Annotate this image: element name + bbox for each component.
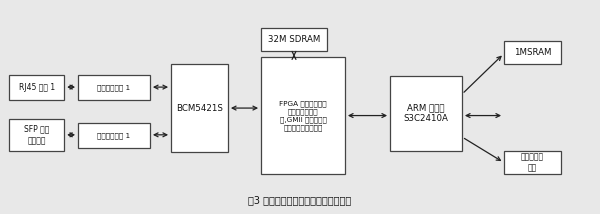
Text: 收发信号电路 1: 收发信号电路 1	[97, 132, 131, 139]
Text: BCM5421S: BCM5421S	[176, 104, 223, 113]
Text: RJ45 端口 1: RJ45 端口 1	[19, 83, 55, 92]
Bar	[9, 75, 64, 100]
Bar	[504, 41, 561, 64]
Text: FPGA 设计部分以太
网底层成帧、解
帧,GMII 寄存器等大
部分控制和测试设计: FPGA 设计部分以太 网底层成帧、解 帧,GMII 寄存器等大 部分控制和测试…	[279, 100, 327, 131]
Bar	[504, 151, 561, 174]
Bar	[78, 123, 150, 148]
Text: 电源和复位
电路: 电源和复位 电路	[521, 153, 544, 173]
Bar	[78, 75, 150, 100]
Text: ARM 处理器
S3C2410A: ARM 处理器 S3C2410A	[404, 103, 448, 123]
Text: 图3 千兆以太网分析技术实现电路框图: 图3 千兆以太网分析技术实现电路框图	[248, 195, 352, 205]
Text: 收发信号电路 1: 收发信号电路 1	[97, 84, 131, 91]
Bar	[171, 64, 228, 152]
Bar	[261, 57, 345, 174]
Text: 1MSRAM: 1MSRAM	[514, 48, 551, 57]
Text: SFP 光电
转换模块: SFP 光电 转换模块	[24, 125, 49, 145]
Bar	[390, 76, 462, 151]
Bar	[9, 119, 64, 151]
Text: 32M SDRAM: 32M SDRAM	[268, 35, 320, 44]
Bar	[261, 28, 327, 51]
